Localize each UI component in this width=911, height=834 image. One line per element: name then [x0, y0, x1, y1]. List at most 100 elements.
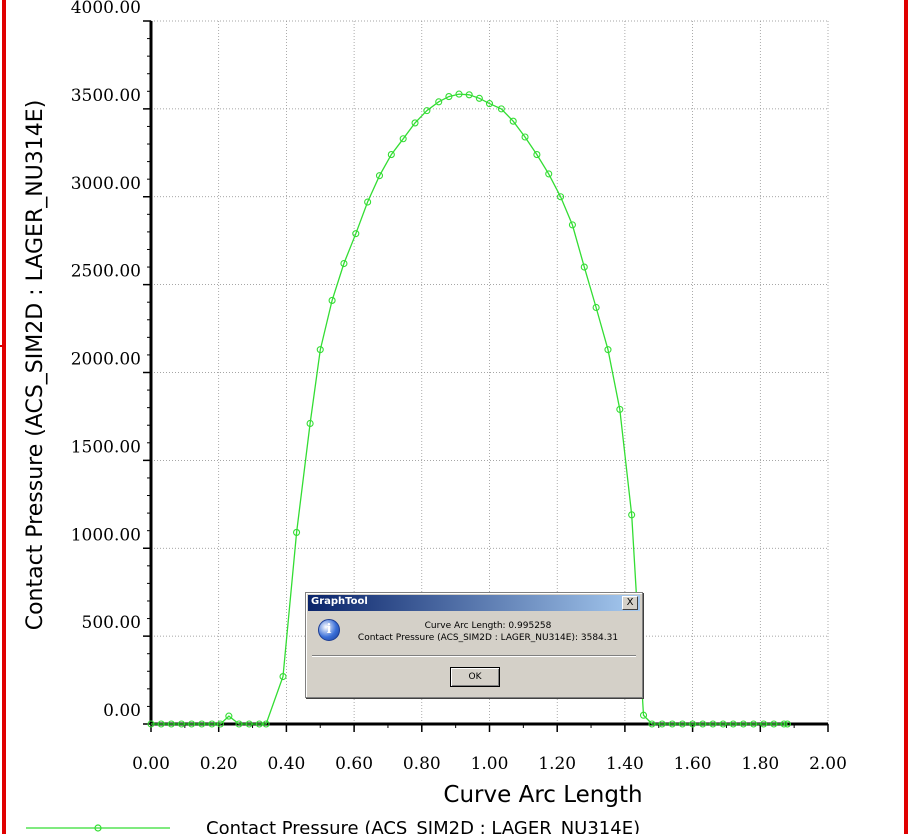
series-line [151, 93, 788, 725]
data-point [225, 712, 233, 720]
data-point [399, 135, 407, 143]
data-point [557, 193, 565, 201]
data-point [465, 91, 473, 99]
grid [151, 20, 829, 724]
data-point [255, 720, 263, 728]
data-point [699, 720, 707, 728]
data-point [279, 672, 287, 681]
data-point [760, 720, 768, 728]
information-icon: i [318, 619, 340, 641]
ok-button[interactable]: OK [450, 667, 500, 687]
data-point [628, 511, 636, 519]
data-point [580, 263, 588, 271]
data-point [387, 151, 395, 159]
y-tick-label: 3000.00 [71, 174, 141, 194]
data-point [208, 720, 216, 728]
data-point [435, 98, 443, 106]
data-point [147, 720, 155, 728]
data-point [167, 720, 175, 728]
x-tick-label: 1.40 [606, 754, 644, 774]
data-point [729, 720, 737, 728]
series-layer [147, 90, 791, 728]
data-point [604, 346, 612, 354]
data-point [445, 93, 453, 101]
data-point [352, 230, 360, 238]
legend-marker [94, 824, 102, 832]
data-point [658, 720, 666, 728]
x-tick-label: 0.80 [403, 754, 441, 774]
y-tick-label: 2500.00 [71, 262, 141, 282]
data-point [316, 346, 324, 354]
data-point [177, 720, 186, 728]
data-point [678, 720, 686, 728]
data-point [188, 720, 196, 728]
y-tick-label: 500.00 [82, 613, 141, 633]
data-point [783, 720, 791, 728]
data-point [485, 100, 494, 108]
data-point [509, 117, 517, 125]
y-tick-label: 0.00 [103, 701, 141, 721]
x-tick-label: 0.40 [267, 754, 305, 774]
data-point [770, 720, 778, 728]
y-tick-label: 4000.00 [71, 0, 141, 18]
dialog-titlebar[interactable]: GraphTool X [308, 595, 640, 611]
data-point [245, 720, 253, 728]
x-tick-label: 2.00 [809, 754, 847, 774]
data-point [340, 259, 348, 268]
data-point [423, 107, 431, 115]
data-point [689, 720, 697, 728]
data-point [262, 720, 270, 728]
x-axis-title: Curve Arc Length [443, 782, 642, 808]
close-icon[interactable]: X [622, 596, 638, 610]
x-tick-label: 0.60 [335, 754, 373, 774]
x-tick-label: 1.60 [674, 754, 712, 774]
data-point [306, 419, 314, 428]
data-point [739, 720, 747, 728]
legend-label: Contact Pressure (ACS_SIM2D : LAGER_NU31… [206, 818, 640, 834]
data-point [293, 528, 301, 536]
graphtool-dialog: GraphTool X i Curve Arc Length: 0.995258… [305, 592, 643, 698]
data-point [545, 170, 553, 178]
data-point [780, 720, 788, 728]
data-point [592, 303, 600, 312]
data-point [328, 296, 336, 304]
data-point [157, 720, 165, 728]
dialog-arc-length-text: Curve Arc Length: 0.995258 [424, 621, 552, 631]
data-point [216, 720, 224, 728]
data-point [616, 405, 624, 413]
x-tick-label: 1.80 [741, 754, 779, 774]
y-tick-label: 1500.00 [71, 437, 141, 457]
data-point [411, 119, 419, 127]
data-point [475, 94, 483, 102]
y-tick-label: 3500.00 [71, 86, 141, 106]
data-point [497, 105, 505, 113]
legend: Contact Pressure (ACS_SIM2D : LAGER_NU31… [26, 818, 640, 834]
y-tick-label: 1000.00 [71, 525, 141, 545]
data-point [719, 720, 727, 728]
dialog-pressure-text: Contact Pressure (ACS_SIM2D : LAGER_NU31… [357, 633, 619, 643]
y-tick-label: 2000.00 [71, 350, 141, 370]
dialog-title: GraphTool [311, 596, 368, 607]
x-tick-label: 0.00 [132, 754, 170, 774]
axis-ticks: 0.00 0.20 0.40 0.60 0.80 1.00 1.20 1.40 1.60 1.80… [71, 0, 847, 774]
data-point [521, 133, 529, 141]
x-tick-label: 1.00 [471, 754, 509, 774]
data-point [533, 151, 541, 159]
y-axis-title: Contact Pressure (ACS_SIM2D : LAGER_NU31… [23, 100, 48, 631]
data-point [375, 172, 384, 180]
data-point [198, 720, 206, 728]
data-point [749, 720, 758, 728]
dialog-separator [312, 655, 636, 657]
data-point [709, 720, 717, 728]
data-point [639, 711, 648, 719]
data-point [235, 720, 243, 728]
data-point [364, 198, 372, 206]
data-point [668, 720, 676, 728]
data-point [455, 90, 463, 98]
data-point [648, 720, 656, 728]
x-tick-label: 1.20 [538, 754, 576, 774]
data-point [568, 221, 576, 229]
x-tick-label: 0.20 [200, 754, 238, 774]
